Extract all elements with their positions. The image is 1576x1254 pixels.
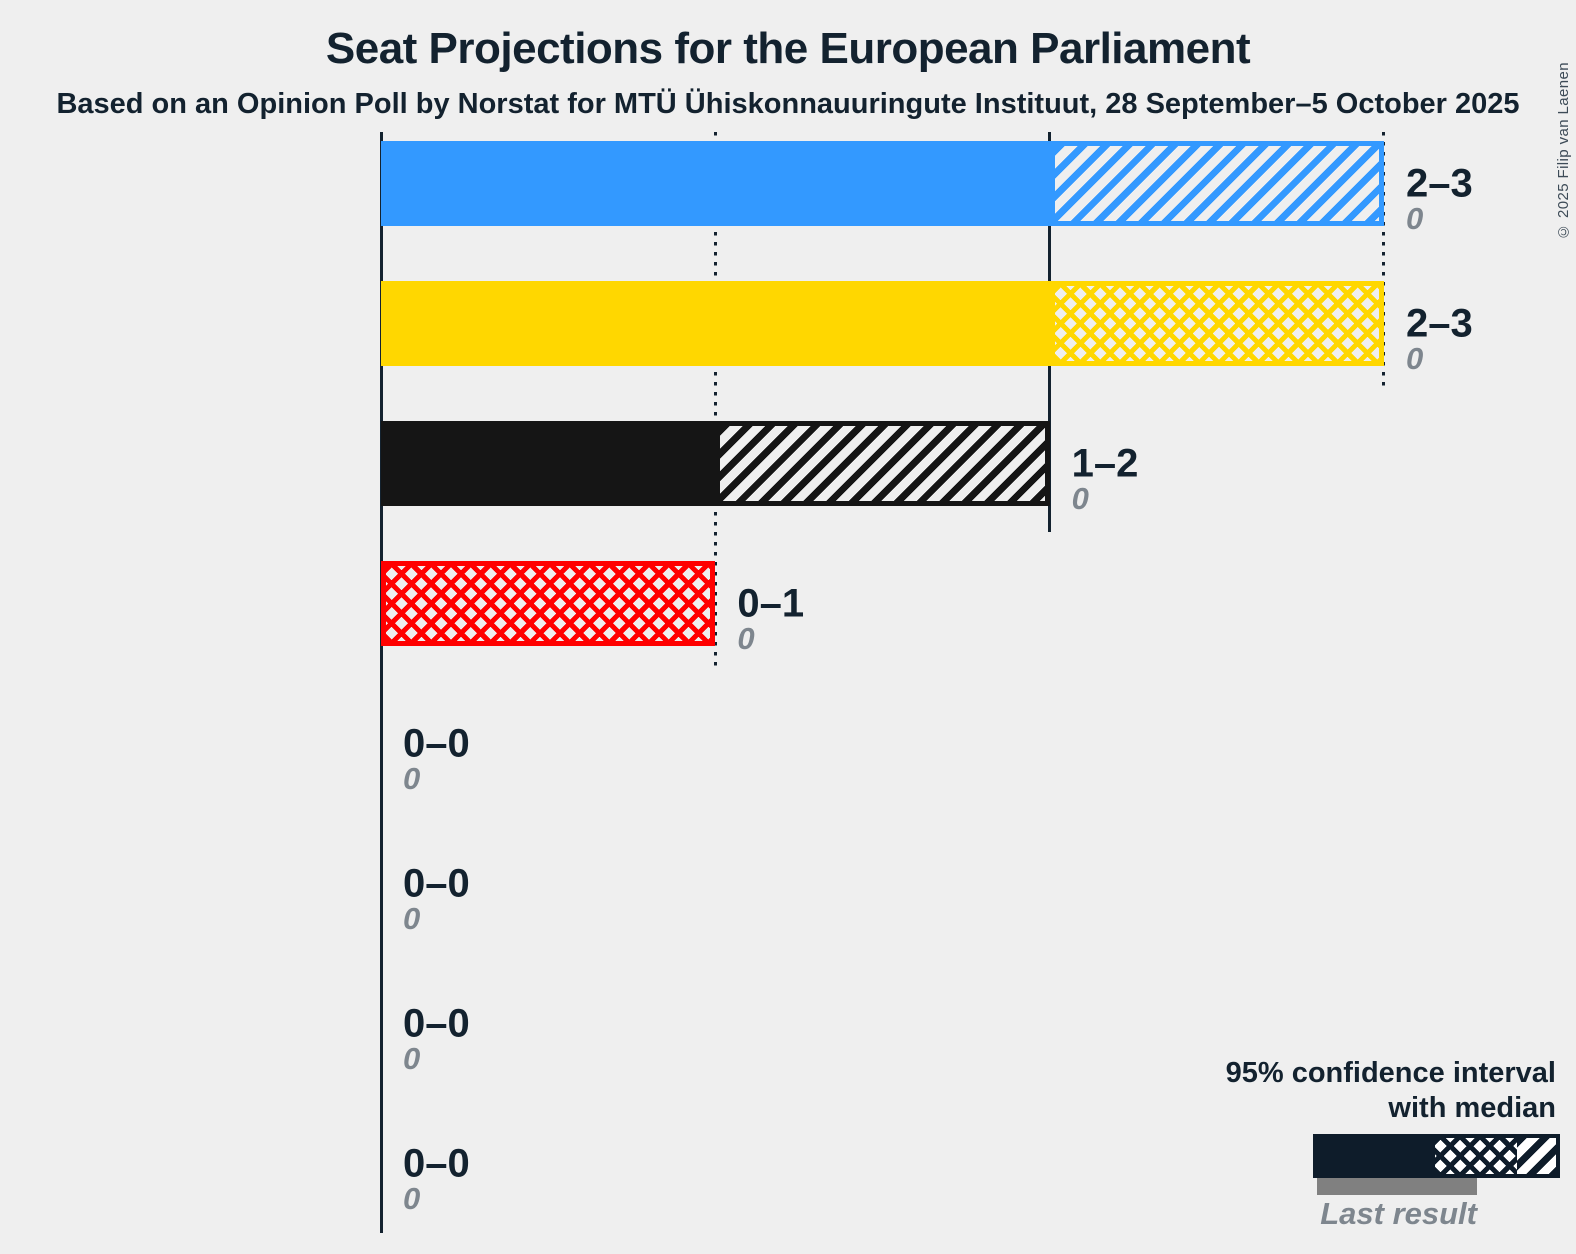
seat-range-value: 0–1 — [737, 581, 805, 625]
last-result-value: 0 — [737, 621, 755, 656]
last-result-value: 0 — [1405, 341, 1424, 376]
chart-title: Seat Projections for the European Parlia… — [325, 24, 1251, 73]
seat-range-value: 0–0 — [403, 861, 470, 905]
seat-range-value: 0–0 — [403, 1001, 470, 1045]
legend-last-result-label: Last result — [1320, 1196, 1477, 1231]
gridline-seat-1 — [713, 132, 717, 672]
bar-diagonal-segment — [715, 421, 1050, 506]
legend-diagonal-segment — [1517, 1138, 1556, 1174]
bar-solid-segment — [381, 141, 1050, 226]
last-result-value: 0 — [403, 1181, 421, 1216]
bar-diagonal-segment — [1049, 141, 1384, 226]
chart-subtitle: Based on an Opinion Poll by Norstat for … — [56, 88, 1520, 120]
last-result-value: 0 — [403, 1041, 421, 1076]
legend-solid-segment — [1317, 1138, 1435, 1174]
legend-crosshatch-segment — [1435, 1138, 1517, 1174]
last-result-value: 0 — [1405, 201, 1424, 236]
copyright-notice: © 2025 Filip van Laenen — [1555, 62, 1572, 240]
legend-ci-label-line2: with median — [1388, 1092, 1556, 1124]
bar-crosshatch-segment — [1049, 281, 1384, 366]
seat-range-value: 0–0 — [403, 1141, 470, 1185]
gridline-seat-0 — [379, 132, 383, 1233]
bar-solid-segment — [381, 421, 716, 506]
legend-ci-label-line1: 95% confidence interval — [1225, 1057, 1556, 1089]
seat-range-value: 2–3 — [1405, 301, 1473, 345]
seat-range-value: 1–2 — [1071, 441, 1139, 485]
seat-range-value: 0–0 — [403, 721, 470, 765]
last-result-value: 0 — [403, 901, 421, 936]
last-result-value: 0 — [1071, 481, 1089, 516]
last-result-value: 0 — [403, 761, 421, 796]
bar-solid-segment — [381, 281, 1050, 366]
bar-crosshatch-segment — [381, 561, 716, 646]
gridline-seat-3 — [1382, 132, 1386, 392]
legend-last-result-bar — [1317, 1178, 1477, 1195]
legend-confidence-interval-bar — [1313, 1134, 1560, 1178]
seat-range-value: 2–3 — [1405, 161, 1473, 205]
